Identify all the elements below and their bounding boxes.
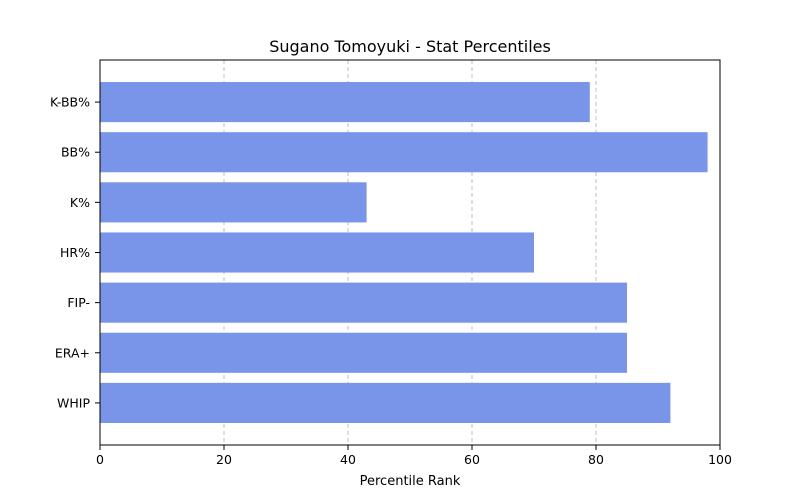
x-tick-label-3: 60 [464, 452, 480, 467]
y-tick-label-5: ERA+ [55, 345, 90, 360]
x-axis-ticks: 0 20 40 60 80 100 [96, 445, 732, 467]
x-axis-label: Percentile Rank [360, 474, 461, 489]
y-tick-label-3: HR% [60, 245, 90, 260]
bar-6 [100, 382, 671, 423]
x-tick-label-0: 0 [96, 452, 104, 467]
bar-5 [100, 332, 627, 373]
y-tick-label-2: K% [70, 195, 90, 210]
y-tick-label-4: FIP- [67, 295, 90, 310]
x-tick-label-2: 40 [340, 452, 356, 467]
bar-3 [100, 232, 534, 273]
x-tick-label-4: 80 [588, 452, 604, 467]
bar-2 [100, 182, 367, 223]
bar-1 [100, 132, 708, 173]
bar-0 [100, 82, 590, 123]
y-axis-ticks: K-BB% BB% K% HR% FIP- ERA+ WHIP [50, 95, 100, 410]
x-tick-label-1: 20 [216, 452, 232, 467]
y-tick-label-0: K-BB% [50, 95, 90, 110]
bars [100, 82, 708, 423]
y-tick-label-1: BB% [61, 145, 90, 160]
bar-4 [100, 282, 627, 323]
y-tick-label-6: WHIP [57, 395, 90, 410]
chart-title: Sugano Tomoyuki - Stat Percentiles [269, 37, 551, 56]
x-tick-label-5: 100 [708, 452, 732, 467]
